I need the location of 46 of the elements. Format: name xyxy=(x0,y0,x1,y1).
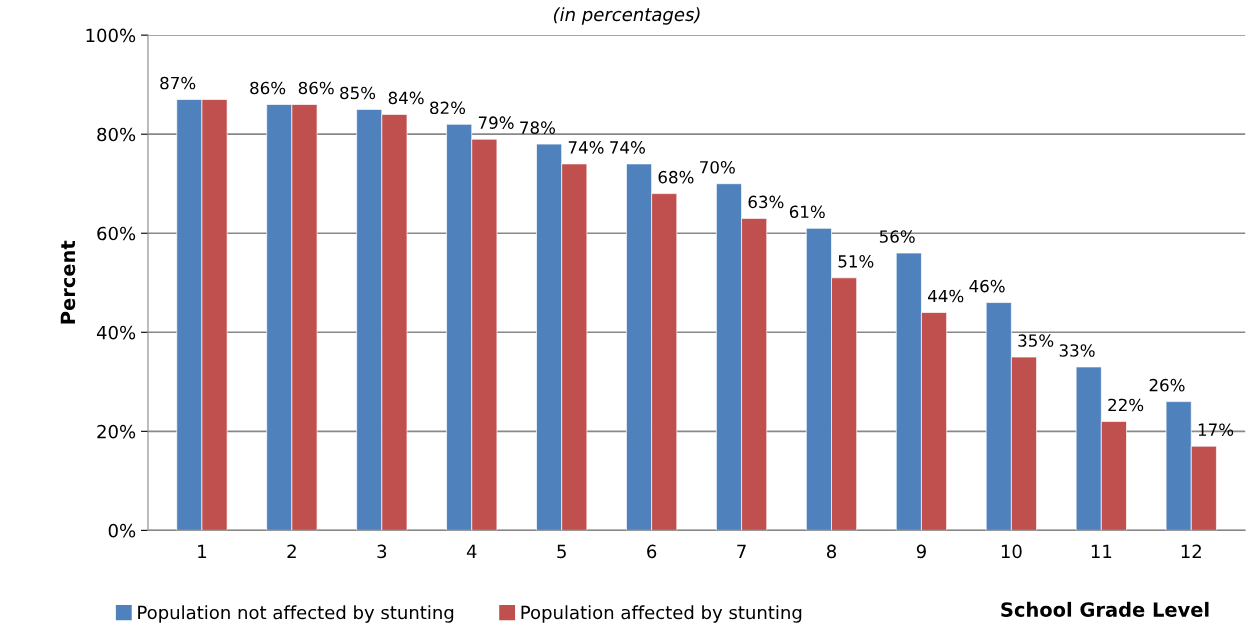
data-label: 68% xyxy=(658,170,694,184)
x-tick-label: 4 xyxy=(466,544,477,558)
data-label: 85% xyxy=(340,86,376,100)
data-label: 84% xyxy=(388,91,424,105)
data-label: 86% xyxy=(298,81,334,95)
y-tick-label: 100% xyxy=(86,28,136,43)
x-tick-label: 2 xyxy=(287,544,296,558)
x-tick-label: 8 xyxy=(826,544,837,559)
x-tick-label: 3 xyxy=(377,544,387,559)
data-label: 35% xyxy=(1018,334,1054,347)
data-label: 22% xyxy=(1108,398,1144,412)
data-label: 78% xyxy=(520,121,556,134)
data-label: 74% xyxy=(568,141,604,154)
data-label: 46% xyxy=(969,279,1005,293)
data-label: 74% xyxy=(610,141,645,154)
y-tick-label: 0% xyxy=(108,523,136,538)
data-label: 87% xyxy=(160,76,196,90)
data-label: 51% xyxy=(838,255,874,268)
data-label: 79% xyxy=(478,116,514,129)
data-label: 86% xyxy=(250,81,286,95)
data-label: 61% xyxy=(789,205,825,219)
x-tick-label: 7 xyxy=(737,544,746,558)
y-tick-label: 60% xyxy=(97,226,136,241)
data-label: 33% xyxy=(1059,344,1095,357)
y-tick-label: 20% xyxy=(97,424,136,439)
data-label: 82% xyxy=(430,101,466,115)
data-label: 63% xyxy=(748,195,784,209)
x-tick-label: 5 xyxy=(557,544,566,559)
chart-subtitle: (in percentages) xyxy=(553,7,700,25)
x-tick-label: 1 xyxy=(198,544,207,558)
x-tick-label: 11 xyxy=(1091,544,1112,558)
data-label: 17% xyxy=(1198,423,1234,437)
x-tick-label: 10 xyxy=(1001,544,1022,559)
y-tick-label: 80% xyxy=(97,127,136,142)
y-axis-title: Percent xyxy=(60,240,76,324)
data-label: 70% xyxy=(700,160,735,174)
legend-label: Population not affected by stunting xyxy=(138,605,454,623)
x-tick-label: 9 xyxy=(916,544,926,559)
y-tick-label: 40% xyxy=(96,325,136,340)
x-tick-label: 12 xyxy=(1181,544,1201,558)
data-label: 26% xyxy=(1149,378,1185,392)
legend-label: Population affected by stunting xyxy=(521,605,802,623)
data-label: 56% xyxy=(879,230,915,243)
x-axis-title: School Grade Level xyxy=(1001,601,1209,617)
x-tick-label: 6 xyxy=(647,544,657,559)
data-label: 44% xyxy=(928,289,964,303)
